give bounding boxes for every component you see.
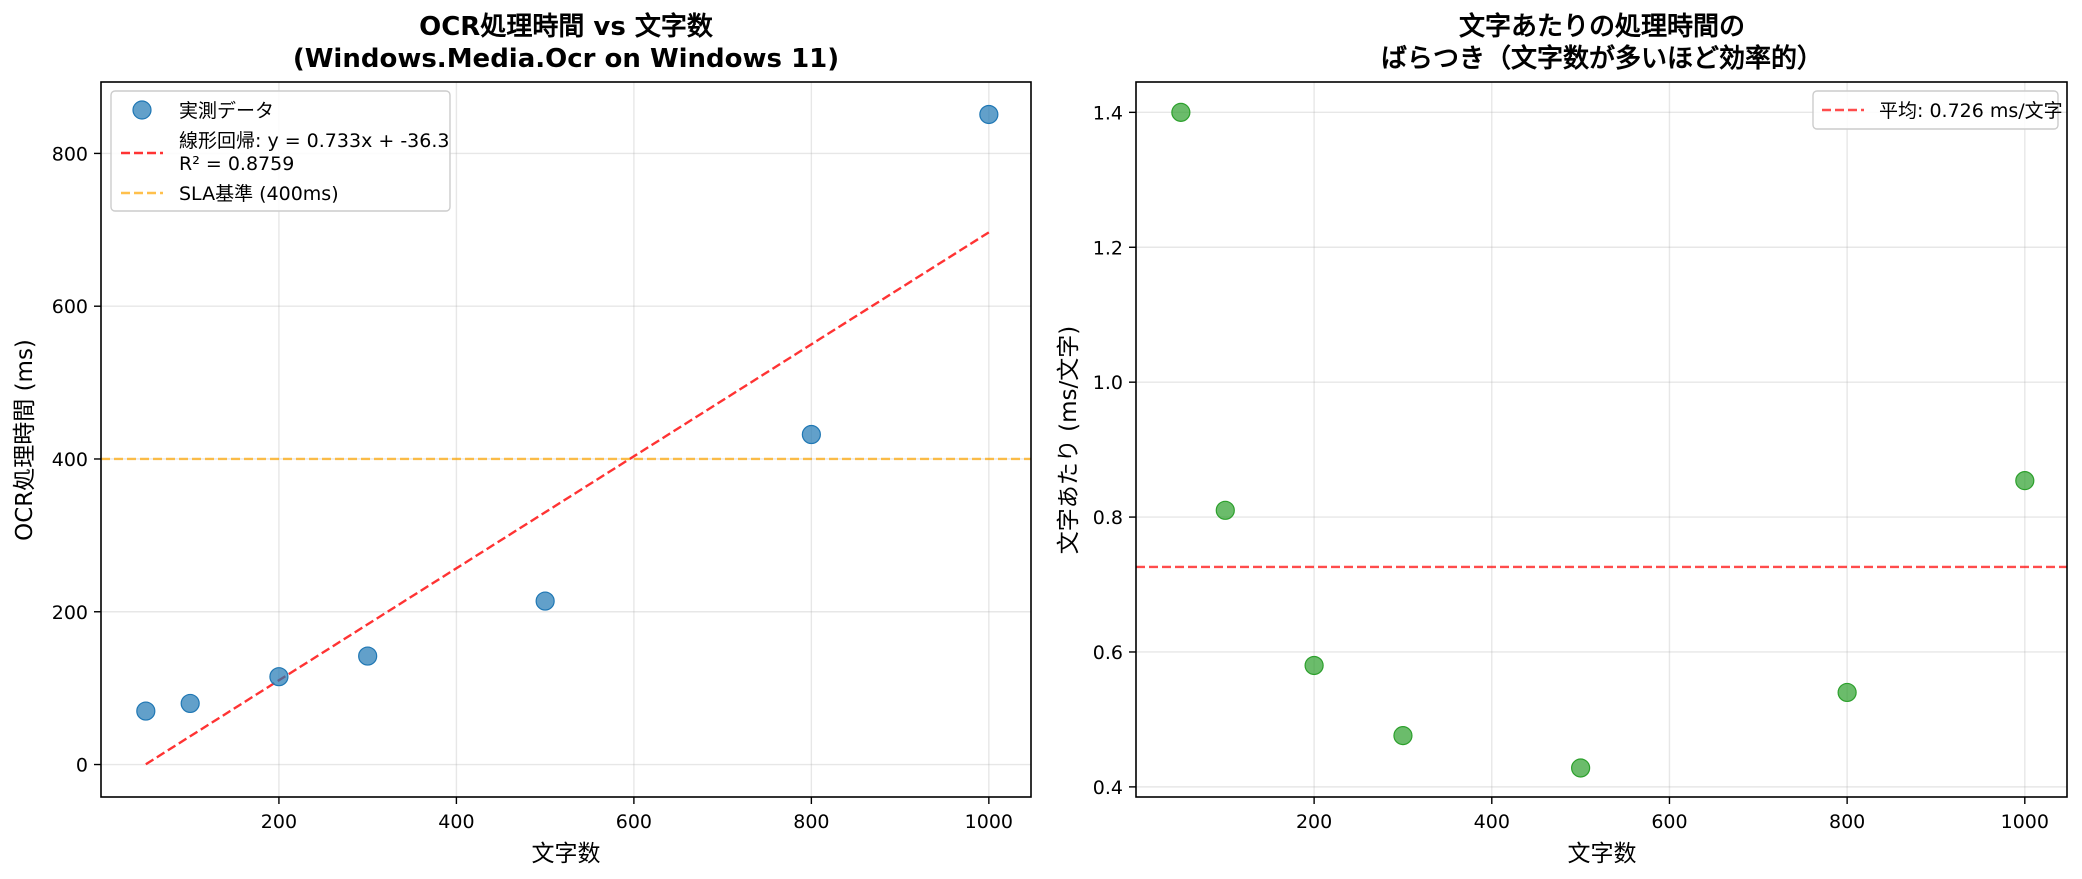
data-point bbox=[1304, 655, 1324, 676]
x-tick-label: 1000 bbox=[965, 811, 1013, 833]
x-axis-label: 文字数 bbox=[532, 841, 601, 867]
plot-frame bbox=[100, 81, 1032, 798]
y-tick-label: 0.4 bbox=[1093, 777, 1123, 799]
x-tick-label: 600 bbox=[616, 811, 652, 833]
data-point bbox=[180, 693, 200, 714]
y-tick-label: 1.4 bbox=[1093, 102, 1123, 124]
regression-line bbox=[145, 231, 990, 766]
x-tick-label: 200 bbox=[261, 811, 297, 833]
grid bbox=[101, 82, 1031, 797]
legend: 平均: 0.726 ms/文字 bbox=[1812, 90, 2063, 130]
y-axis-label: 文字あたり (ms/文字) bbox=[1056, 326, 1082, 554]
y-tick-label: 400 bbox=[52, 449, 88, 471]
legend-label-measured: 実測データ bbox=[179, 100, 274, 122]
legend-label-sla: SLA基準 (400ms) bbox=[179, 183, 339, 205]
data-point bbox=[1215, 500, 1235, 520]
data-point bbox=[136, 701, 156, 721]
legend-box bbox=[110, 90, 451, 212]
data-point bbox=[1571, 758, 1591, 778]
data-point bbox=[358, 646, 378, 666]
chart-title-line1: OCR処理時間 vs 文字数 bbox=[419, 11, 714, 42]
x-tick-label: 400 bbox=[1474, 811, 1510, 833]
x-axis-label: 文字数 bbox=[1568, 841, 1637, 867]
plot-area bbox=[101, 104, 1031, 766]
y-tick-label: 1.2 bbox=[1093, 237, 1123, 259]
x-tick-label: 1000 bbox=[2001, 811, 2049, 833]
legend-label-regression: 線形回帰: y = 0.733x + -36.3 bbox=[179, 130, 449, 152]
chart-title-line2: (Windows.Media.Ocr on Windows 11) bbox=[293, 44, 839, 74]
data-point bbox=[801, 424, 821, 445]
plot-frame bbox=[1135, 81, 2068, 798]
y-tick-label: 0.8 bbox=[1093, 507, 1123, 529]
y-tick-label: 0 bbox=[76, 755, 88, 777]
y-tick-label: 800 bbox=[52, 143, 88, 165]
data-point bbox=[1837, 682, 1857, 703]
legend-marker-measured bbox=[132, 100, 152, 120]
legend-label-r2: R² = 0.8759 bbox=[179, 153, 294, 175]
grid bbox=[1136, 82, 2067, 797]
data-point bbox=[979, 104, 999, 125]
x-tick-label: 800 bbox=[793, 811, 829, 833]
chart-title-line2: ばらつき（文字数が多いほど効率的） bbox=[1381, 43, 1823, 74]
data-point bbox=[535, 591, 555, 611]
y-tick-label: 600 bbox=[52, 296, 88, 318]
y-axis-label: OCR処理時間 (ms) bbox=[12, 339, 38, 541]
x-tick-label: 600 bbox=[1651, 811, 1687, 833]
data-point bbox=[2015, 471, 2035, 491]
chart-ocr-time-vs-chars: OCR処理時間 vs 文字数 (Windows.Media.Ocr on Win… bbox=[12, 11, 1032, 867]
legend-label-mean: 平均: 0.726 ms/文字 bbox=[1879, 100, 2063, 122]
y-tick-label: 200 bbox=[52, 602, 88, 624]
y-tick-label: 0.6 bbox=[1093, 642, 1123, 664]
plot-area bbox=[1136, 102, 2067, 778]
chart-title-line1: 文字あたりの処理時間の bbox=[1459, 11, 1745, 42]
legend: 実測データ 線形回帰: y = 0.733x + -36.3 R² = 0.87… bbox=[110, 90, 451, 212]
data-point bbox=[1393, 726, 1413, 746]
x-tick-label: 800 bbox=[1829, 811, 1865, 833]
data-point bbox=[269, 667, 289, 687]
ticks: 200 400 600 800 1000 0.4 0.6 0.8 1.0 1.2 1.4 bbox=[1093, 102, 2049, 833]
legend-box bbox=[1812, 90, 2059, 130]
x-tick-label: 400 bbox=[438, 811, 474, 833]
ticks: 200 400 600 800 1000 0 200 400 600 800 bbox=[52, 143, 1013, 833]
x-tick-label: 200 bbox=[1296, 811, 1332, 833]
data-point bbox=[1171, 102, 1191, 122]
y-tick-label: 1.0 bbox=[1093, 372, 1123, 394]
chart-time-per-char: 文字あたりの処理時間の ばらつき（文字数が多いほど効率的） 200 400 600 8… bbox=[1056, 11, 2068, 867]
